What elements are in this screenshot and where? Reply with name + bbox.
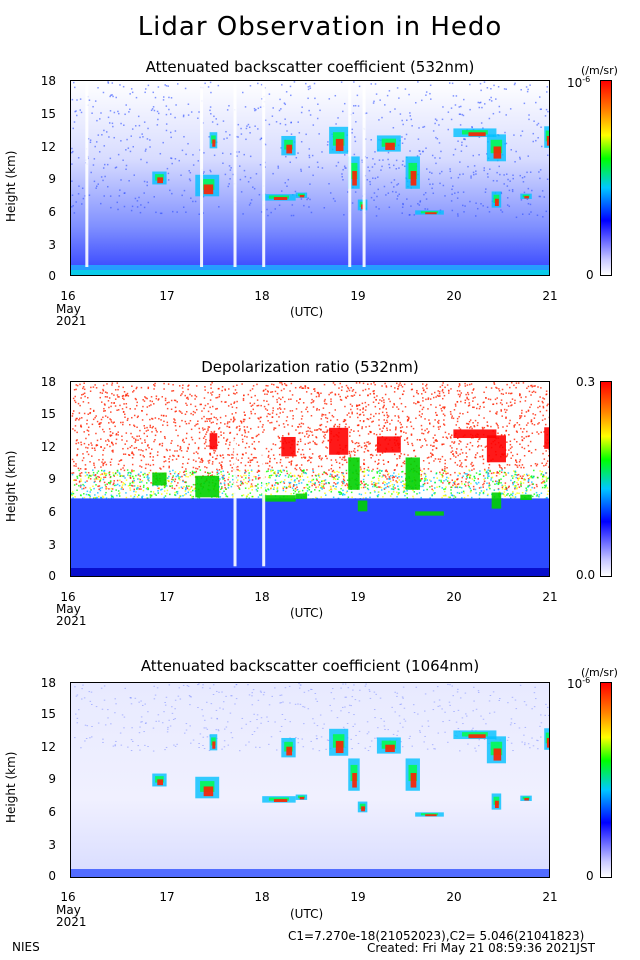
- colorbar-max-label: 10-6: [567, 75, 591, 90]
- y-tick: 3: [48, 538, 56, 552]
- x-tick: 21: [542, 590, 558, 604]
- colorbar-max-label: 10-6: [567, 676, 591, 691]
- y-tick: 6: [48, 205, 56, 219]
- colorbar-max-label: 0.3: [576, 375, 596, 389]
- plot-image: [71, 683, 549, 877]
- y-tick: 9: [48, 172, 56, 186]
- plot-depolarization: [70, 381, 550, 577]
- plot-image: [71, 81, 549, 275]
- y-tick: 0: [48, 569, 56, 583]
- x-tick: 20: [446, 289, 462, 303]
- y-tick: 0: [48, 269, 56, 283]
- y-tick: 12: [40, 740, 56, 754]
- x-month-label: May: [56, 302, 81, 316]
- y-tick: 6: [48, 805, 56, 819]
- y-axis-label: Height (km): [4, 150, 18, 222]
- y-axis-label: Height (km): [4, 450, 18, 522]
- x-tick: 17: [159, 590, 175, 604]
- footer-calibration: C1=7.270e-18(21052023),C2= 5.046(2104182…: [288, 929, 585, 943]
- y-tick: 6: [48, 505, 56, 519]
- x-axis-label: (UTC): [290, 907, 324, 921]
- footer-org: NIES: [12, 940, 40, 954]
- y-tick: 18: [40, 375, 56, 389]
- plot-532-backscatter: [70, 80, 550, 276]
- colorbar-unit: (/m/sr): [581, 64, 618, 77]
- colorbar: [600, 682, 612, 878]
- y-tick: 18: [40, 676, 56, 690]
- x-tick: 19: [350, 590, 366, 604]
- x-tick: 20: [446, 890, 462, 904]
- x-axis-label: (UTC): [290, 606, 324, 620]
- x-tick: 20: [446, 590, 462, 604]
- y-tick: 15: [40, 407, 56, 421]
- x-tick: 19: [350, 890, 366, 904]
- colorbar-min-label: 0: [586, 869, 594, 883]
- panel-title-1064-backscatter: Attenuated backscatter coefficient (1064…: [140, 657, 480, 675]
- x-month-label: May: [56, 602, 81, 616]
- panel-title-532-backscatter: Attenuated backscatter coefficient (532n…: [145, 58, 475, 76]
- x-tick: 18: [254, 590, 270, 604]
- x-tick: 17: [159, 289, 175, 303]
- y-tick: 12: [40, 440, 56, 454]
- colorbar-min-label: 0: [586, 268, 594, 282]
- x-tick: 18: [254, 890, 270, 904]
- x-axis-label: (UTC): [290, 305, 324, 319]
- y-tick: 0: [48, 869, 56, 883]
- main-title: Lidar Observation in Hedo: [137, 12, 503, 42]
- x-tick: 17: [159, 890, 175, 904]
- x-tick: 18: [254, 289, 270, 303]
- panel-title-depolarization: Depolarization ratio (532nm): [201, 358, 419, 376]
- plot-image: [71, 382, 549, 576]
- x-year-label: 2021: [56, 314, 87, 328]
- x-tick: 21: [542, 289, 558, 303]
- y-axis-label: Height (km): [4, 751, 18, 823]
- y-tick: 3: [48, 838, 56, 852]
- plot-1064-backscatter: [70, 682, 550, 878]
- footer-created: Created: Fri May 21 08:59:36 2021JST: [367, 941, 595, 955]
- y-tick: 18: [40, 74, 56, 88]
- x-tick: 21: [542, 890, 558, 904]
- x-month-label: May: [56, 903, 81, 917]
- x-year-label: 2021: [56, 614, 87, 628]
- x-year-label: 2021: [56, 915, 87, 929]
- colorbar-unit: (/m/sr): [581, 666, 618, 679]
- y-tick: 9: [48, 472, 56, 486]
- y-tick: 12: [40, 140, 56, 154]
- colorbar: [600, 381, 612, 577]
- x-tick: 16: [60, 590, 76, 604]
- y-tick: 15: [40, 707, 56, 721]
- x-tick: 19: [350, 289, 366, 303]
- colorbar-min-label: 0.0: [576, 568, 596, 582]
- y-tick: 3: [48, 238, 56, 252]
- x-tick: 16: [60, 289, 76, 303]
- y-tick: 15: [40, 107, 56, 121]
- colorbar: [600, 80, 612, 276]
- y-tick: 9: [48, 772, 56, 786]
- x-tick: 16: [60, 890, 76, 904]
